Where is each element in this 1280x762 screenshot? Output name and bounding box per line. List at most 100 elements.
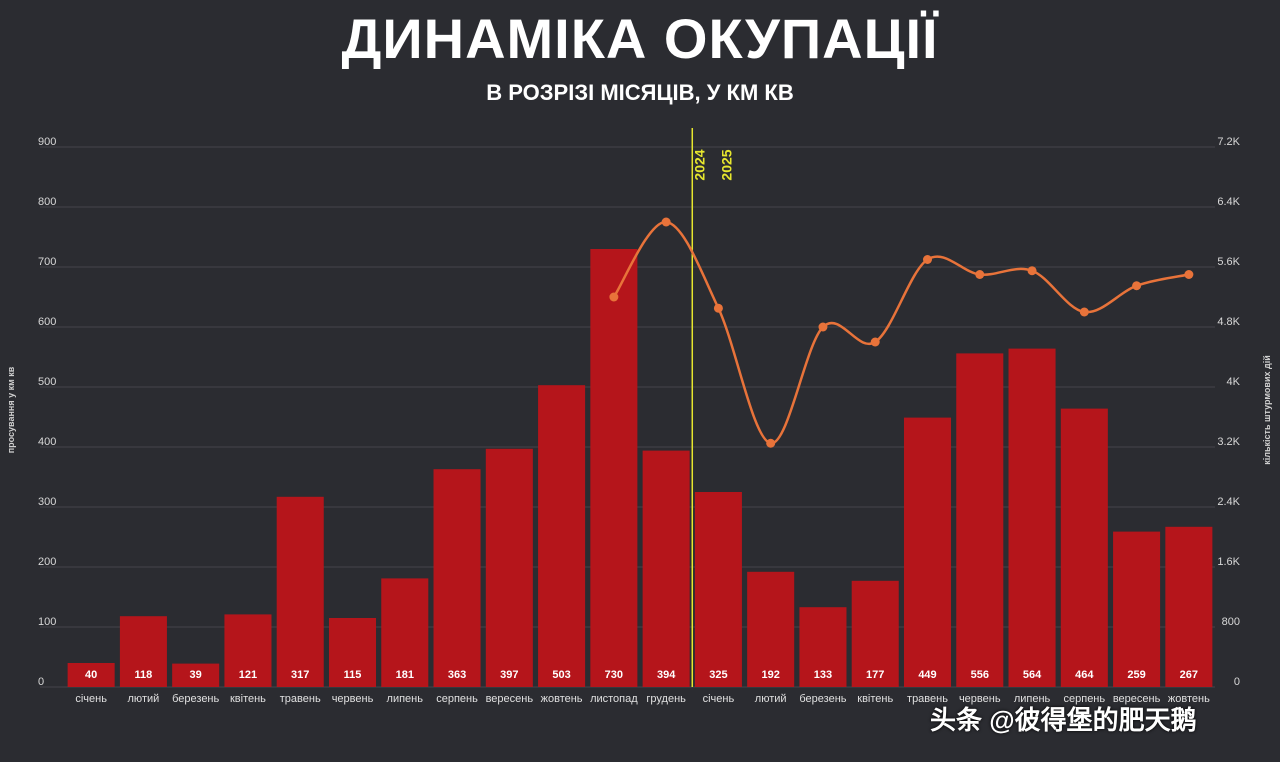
bar [956, 353, 1004, 687]
y-tick-label: 0 [38, 676, 44, 688]
y2-tick-label: 800 [1222, 616, 1240, 628]
x-tick-label: серпень [436, 693, 478, 705]
bar-value-label: 394 [657, 669, 676, 681]
bar [1060, 408, 1108, 687]
y-tick-label: 900 [38, 136, 56, 148]
bar [433, 469, 481, 687]
bar [172, 663, 220, 687]
bar-value-label: 325 [709, 669, 727, 681]
x-tick-label: червень [332, 693, 374, 705]
x-tick-label: лютий [128, 693, 160, 705]
bar [799, 607, 847, 687]
x-tick-label: липень [1014, 693, 1051, 705]
bar-value-label: 133 [814, 669, 832, 681]
y2-tick-label: 5.6K [1217, 256, 1240, 268]
x-tick-label: квітень [230, 693, 266, 705]
bar [1165, 526, 1213, 687]
x-tick-label: серпень [1064, 693, 1106, 705]
y2-tick-label: 2.4K [1217, 496, 1240, 508]
bar [328, 618, 377, 687]
y-tick-label: 300 [38, 496, 56, 508]
bar [538, 385, 586, 687]
y-tick-label: 800 [38, 196, 56, 208]
bar-value-label: 363 [448, 669, 466, 681]
bar [747, 571, 795, 687]
line-point [870, 337, 880, 347]
line-point [766, 438, 776, 448]
bar [381, 578, 429, 687]
bar-value-label: 464 [1075, 669, 1094, 681]
bar [1113, 531, 1161, 687]
bar [67, 663, 115, 687]
bar-value-label: 177 [866, 669, 884, 681]
y2-tick-label: 0 [1234, 676, 1240, 688]
bar-value-label: 115 [344, 669, 362, 681]
x-tick-label: січень [703, 693, 735, 705]
year-label-left: 2024 [691, 149, 707, 180]
bar-value-label: 556 [971, 669, 989, 681]
x-tick-label: жовтень [1168, 693, 1210, 705]
bar-value-label: 503 [552, 669, 570, 681]
bar-value-label: 39 [190, 669, 202, 681]
bar [276, 496, 324, 687]
bar [851, 580, 899, 687]
chart-title: ДИНАМІКА ОКУПАЦІЇ [341, 7, 939, 70]
x-tick-label: травень [280, 693, 321, 705]
x-tick-label: червень [959, 693, 1001, 705]
line-point [1027, 266, 1037, 276]
y-tick-label: 700 [38, 256, 56, 268]
x-tick-label: березень [799, 693, 846, 705]
y-tick-label: 500 [38, 376, 56, 388]
x-tick-label: січень [75, 693, 107, 705]
bar [694, 492, 742, 687]
x-tick-label: вересень [1113, 693, 1161, 705]
x-tick-label: лютий [755, 693, 787, 705]
line-point [609, 292, 619, 302]
y-tick-label: 200 [38, 556, 56, 568]
y-tick-label: 400 [38, 436, 56, 448]
bar-value-label: 317 [291, 669, 309, 681]
x-tick-label: квітень [857, 693, 893, 705]
bar [119, 616, 167, 687]
bar-value-label: 40 [85, 669, 97, 681]
bar [485, 448, 533, 687]
bar [642, 450, 690, 687]
x-tick-label: травень [907, 693, 948, 705]
bar-value-label: 192 [762, 669, 780, 681]
year-label-right: 2025 [718, 149, 734, 180]
bar-value-label: 121 [239, 669, 257, 681]
x-tick-label: липень [387, 693, 424, 705]
y2-tick-label: 7.2K [1217, 136, 1240, 148]
bar [1008, 348, 1056, 687]
line-point [661, 217, 671, 227]
line-point [1184, 270, 1194, 279]
bar-value-label: 118 [135, 669, 153, 681]
bar-value-label: 564 [1023, 669, 1042, 681]
watermark: 头条 @彼得堡的肥天鹅 [930, 705, 1197, 735]
bar-value-label: 181 [396, 669, 414, 681]
x-tick-label: жовтень [541, 693, 583, 705]
bar-value-label: 267 [1180, 669, 1198, 681]
x-tick-label: грудень [646, 693, 686, 705]
line-point [713, 303, 723, 313]
bar-value-label: 259 [1127, 669, 1145, 681]
y2-tick-label: 1.6K [1217, 556, 1240, 568]
line-point [1132, 281, 1142, 291]
x-tick-label: листопад [590, 693, 638, 705]
x-tick-label: березень [172, 693, 219, 705]
line-point [818, 322, 828, 332]
y2-tick-label: 6.4K [1217, 196, 1240, 208]
y2-tick-label: 3.2K [1217, 436, 1240, 448]
line-point [1079, 307, 1089, 317]
y-tick-label: 600 [38, 316, 56, 328]
bar [224, 614, 272, 687]
y2-tick-label: 4.8K [1217, 316, 1240, 328]
bar [903, 417, 952, 687]
bar-value-label: 449 [918, 669, 936, 681]
line-point [975, 270, 985, 279]
bar [590, 249, 638, 687]
bar-value-label: 730 [605, 669, 623, 681]
chart-subtitle: В РОЗРІЗІ МІСЯЦІВ, У КМ КВ [486, 80, 794, 105]
bar-value-label: 397 [500, 669, 518, 681]
